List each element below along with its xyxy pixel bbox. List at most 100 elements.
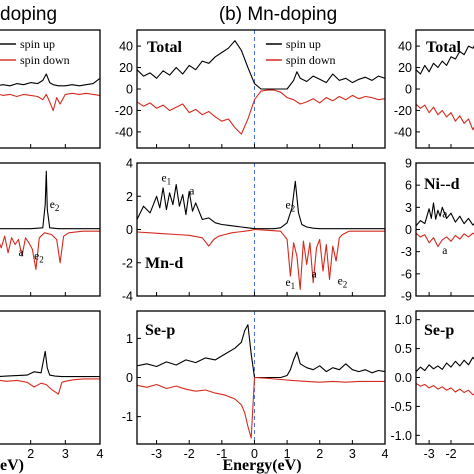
left-panel-title: doping — [0, 4, 57, 25]
center-panel-title: (b) Mn-doping — [219, 4, 337, 25]
panel-center-d-annotation-subscript: 1 — [291, 281, 296, 291]
panel-center-d-annotation: e2 — [285, 200, 295, 214]
panel-center-p: -1 0 1 -3 -2 -1 0 1 2 3 4 Se-p — [122, 310, 389, 461]
panel-right-p-panel-label: Se-p — [424, 322, 454, 339]
panel-left-total: spin up spin down — [0, 29, 101, 149]
panel-center-p-panel-label: Se-p — [145, 322, 175, 339]
panel-right-p-spin-up-line — [416, 356, 474, 373]
panel-right-d-panel-label: Ni--d — [424, 176, 460, 193]
panel-right-total-ytick-label: 20 — [398, 61, 412, 75]
panel-center-total: -40 -20 0 20 40 Total spin up spin down — [115, 29, 386, 149]
panel-right-d-ytick-label: 9 — [405, 157, 412, 171]
panel-right-p-ytick-label: 1.0 — [395, 313, 412, 327]
panel-left-total-spin-up-line — [0, 73, 100, 87]
panel-center-d-annotation-subscript: 2 — [291, 204, 296, 214]
panel-left-p-xtick-label: 3 — [62, 447, 69, 461]
panel-center-total-ytick-label: 0 — [126, 83, 133, 97]
panel-center-p-xtick-label: 1 — [284, 447, 291, 461]
panel-right-p-ytick-label: -0.5 — [390, 400, 412, 414]
panel-right-total-ytick-label: -20 — [394, 104, 412, 118]
panel-center-total-spin-up-line — [137, 40, 385, 90]
panel-right-p-xtick-label: -3 — [424, 447, 435, 461]
panel-center-total-legend-spin-down-label: spin down — [286, 53, 336, 67]
panel-left-d-annotation: e2 — [34, 250, 44, 264]
panel-center-p-xtick-label: -2 — [184, 447, 195, 461]
panel-left-d-series-group — [0, 170, 100, 270]
panel-center-total-panel-label: Total — [147, 39, 183, 56]
panel-center-d-ytick-label: -4 — [122, 290, 133, 304]
panel-center-p-spin-down-line — [137, 376, 385, 439]
panel-center-d-annotation: e2 — [338, 275, 348, 289]
panel-right-p-spin-down-line — [416, 382, 474, 396]
panel-right-d-ytick-label: -6 — [401, 267, 412, 281]
panel-right-p: -1.0 -0.5 0.0 0.5 1.0 -3 -2 Se-p — [390, 310, 474, 461]
panel-left-p-xtick-label: 2 — [27, 447, 34, 461]
panel-center-d-series-group — [137, 180, 385, 290]
panel-left-d-annotation-subscript: 2 — [55, 203, 60, 213]
panel-left-d-annotation-subscript: 2 — [39, 254, 44, 264]
panel-left-p-spin-up-line — [0, 350, 100, 378]
panel-right-total-ytick-label: -40 — [394, 125, 412, 139]
panel-center-p-xtick-label: 4 — [382, 447, 389, 461]
left-x-axis-label: eV) — [0, 457, 24, 474]
panel-center-total-series-group — [137, 40, 385, 135]
panel-right-d-annotation: a — [442, 245, 447, 257]
panel-center-p-ytick-label: 0 — [126, 371, 133, 385]
panel-center-total-ytick-label: 40 — [119, 40, 133, 54]
panel-center-d: -4 -2 0 2 4 Mn-d e1 a e2 e1 a e2 — [122, 157, 386, 304]
panel-center-d-annotation: e1 — [161, 172, 171, 186]
panel-center-d-annotation: a — [189, 186, 194, 198]
panel-right-d-spin-up-line — [416, 202, 474, 227]
panel-left-d: e2 a e2 — [0, 162, 101, 297]
panel-center-p-ytick-label: -1 — [122, 410, 133, 424]
panel-right-total-panel-label: Total — [426, 39, 462, 56]
panel-center-d-annotation-subscript: 2 — [343, 279, 348, 289]
panel-right-d: -9 -6 -3 0 3 6 9 Ni--d a a — [401, 157, 474, 304]
panel-center-d-annotation: e1 — [285, 277, 295, 291]
panel-right-total-ytick-label: 0 — [405, 83, 412, 97]
panel-center-total-ytick-label: 20 — [119, 61, 133, 75]
panel-left-total-spin-down-line — [0, 92, 100, 112]
panel-center-d-ytick-label: 2 — [126, 190, 133, 204]
panel-center-p-xtick-label: -1 — [216, 447, 227, 461]
panel-right-d-ytick-label: 6 — [405, 179, 412, 193]
panel-left-d-spin-up-line — [0, 170, 100, 230]
panel-left-p-frame — [0, 310, 101, 445]
panel-right-p-ytick-label: -1.0 — [390, 429, 412, 443]
panel-center-total-legend-spin-up-label: spin up — [286, 37, 321, 51]
panel-center-p-ytick-label: 1 — [126, 332, 133, 346]
panel-right-d-series-group — [416, 202, 474, 248]
panel-left-p-spin-down-line — [0, 378, 100, 395]
panel-right-d-annotation: a — [442, 209, 447, 221]
panel-center-d-panel-label: Mn-d — [145, 255, 183, 272]
panel-right-d-ytick-label: 0 — [405, 223, 412, 237]
panel-center-d-spin-down-line — [137, 228, 385, 290]
panel-left-total-frame — [0, 29, 101, 149]
panel-center-p-xtick-label: -3 — [151, 447, 162, 461]
panel-center-p-spin-up-line — [137, 324, 385, 379]
panel-left-d-spin-down-line — [0, 230, 100, 270]
panel-left-d-frame — [0, 162, 101, 297]
panel-left-d-annotation: a — [19, 247, 24, 259]
panel-left-d-annotation: e2 — [50, 199, 60, 213]
panel-left-total-legend-spin-up-label: spin up — [20, 37, 55, 51]
panel-right-total-spin-up-line — [416, 45, 474, 75]
panel-center-d-ytick-label: 4 — [126, 157, 133, 171]
panel-right-d-ytick-label: 3 — [405, 201, 412, 215]
panel-right-total-series-group — [416, 45, 474, 131]
panel-right-total-spin-down-line — [416, 103, 474, 131]
panel-center-total-ytick-label: -40 — [115, 125, 133, 139]
panel-left-total-legend-spin-down-label: spin down — [20, 53, 70, 67]
panel-center-d-annotation-subscript: 1 — [167, 176, 172, 186]
panel-right-total-ytick-label: 40 — [398, 40, 412, 54]
panel-center-p-xtick-label: 3 — [349, 447, 356, 461]
panel-left-total-series-group — [0, 73, 100, 112]
panel-center-d-ytick-label: 0 — [126, 223, 133, 237]
panel-right-d-ytick-label: -3 — [401, 245, 412, 259]
panel-center-d-annotation: a — [312, 269, 317, 281]
panel-right-p-xtick-label: -2 — [445, 447, 456, 461]
panel-center-p-xtick-label: 0 — [251, 447, 258, 461]
